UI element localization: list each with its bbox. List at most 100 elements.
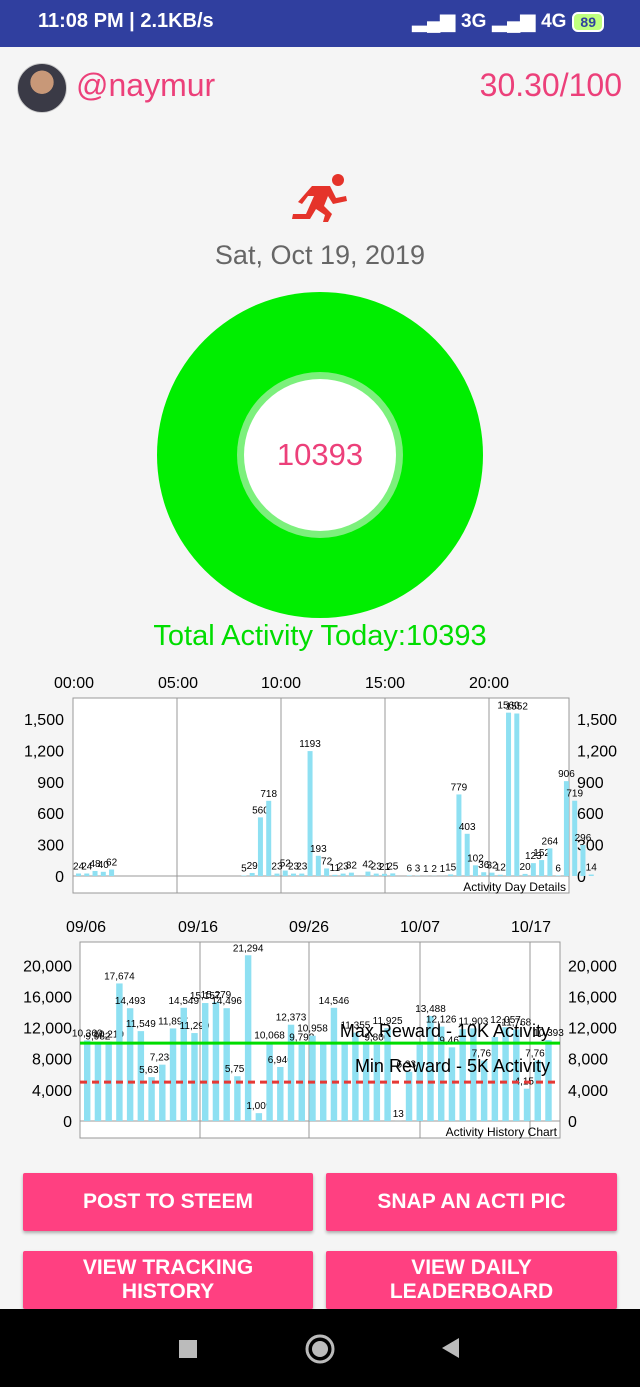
bar xyxy=(580,845,586,876)
bar xyxy=(459,1029,466,1121)
bar-value-label: 14,496 xyxy=(211,996,242,1007)
bar-value-label: 11,549 xyxy=(126,1019,156,1030)
bar xyxy=(506,712,512,876)
bar xyxy=(100,871,106,876)
bar xyxy=(448,874,454,876)
bar xyxy=(489,872,495,876)
bar-value-label: 15,279 xyxy=(201,990,232,1001)
bar-value-label: 23 xyxy=(288,862,300,873)
view-tracking-history-button[interactable]: VIEW TRACKING HISTORY xyxy=(23,1251,313,1309)
bar-value-label: 193 xyxy=(310,844,327,855)
y-tick-label-left: 0 xyxy=(63,1114,72,1131)
x-tick-label: 10:00 xyxy=(261,675,301,692)
bar xyxy=(384,1028,391,1121)
leaderboard-label-2: LEADERBOARD xyxy=(389,1280,554,1303)
leaderboard-label-1: VIEW DAILY xyxy=(411,1256,532,1279)
username[interactable]: @naymur xyxy=(76,67,216,103)
home-circle-icon[interactable] xyxy=(304,1333,336,1365)
status-time: 11:08 PM | 2.1KB/s xyxy=(38,10,214,32)
bar xyxy=(92,870,98,876)
bar-value-label: 12,126 xyxy=(426,1015,457,1026)
bar-value-label: 15,157 xyxy=(190,991,221,1002)
bar xyxy=(522,873,528,876)
bar xyxy=(126,1008,134,1121)
recents-square-icon[interactable] xyxy=(177,1338,199,1360)
bar xyxy=(191,1033,198,1121)
chart-caption: Activity Day Details xyxy=(463,880,566,894)
bar xyxy=(438,1026,445,1121)
status-right: ▂▄▆ 3G ▂▄▆ 4G 89 xyxy=(412,10,604,33)
y-tick-label-left: 300 xyxy=(37,838,64,855)
bar xyxy=(373,1044,381,1121)
bar xyxy=(249,872,255,876)
bar xyxy=(348,872,354,876)
network2-label: 4G xyxy=(541,10,567,32)
bar xyxy=(274,873,280,876)
network-label: 3G xyxy=(461,10,487,32)
bar-value-label: 10,068 xyxy=(254,1031,285,1042)
bar xyxy=(572,800,578,876)
view-daily-leaderboard-button[interactable]: VIEW DAILY LEADERBOARD xyxy=(326,1251,617,1309)
bar-value-label: 5,751 xyxy=(225,1064,250,1075)
bar-value-label: 11,925 xyxy=(373,1016,403,1027)
x-tick-label: 15:00 xyxy=(365,675,405,692)
bar xyxy=(563,781,569,876)
bar-value-label: 11,897 xyxy=(158,1016,188,1027)
bar xyxy=(223,1008,230,1121)
y-tick-label-left: 4,000 xyxy=(32,1083,72,1100)
bar-value-label: 9,800 xyxy=(364,1033,389,1044)
bar xyxy=(169,1028,177,1121)
bar-value-label: 14,546 xyxy=(319,996,350,1007)
bar xyxy=(244,955,252,1121)
y-tick-label-left: 600 xyxy=(37,806,64,823)
y-tick-label-right: 0 xyxy=(568,1114,577,1131)
y-tick-label-right: 16,000 xyxy=(568,989,617,1006)
bar-value-label: 152 xyxy=(533,848,550,859)
bar xyxy=(497,874,503,876)
bar xyxy=(307,751,313,876)
bar xyxy=(406,875,412,876)
bar-value-label: 6 xyxy=(555,863,561,874)
bar-value-label: 62 xyxy=(106,858,118,869)
y-tick-label-right: 8,000 xyxy=(568,1052,608,1069)
post-to-steem-button[interactable]: POST TO STEEM xyxy=(23,1173,313,1231)
runner-icon xyxy=(292,174,347,222)
bar-value-label: 10,219 xyxy=(93,1029,124,1040)
bar-value-label: 718 xyxy=(260,789,277,800)
bar-value-label: 1193 xyxy=(299,739,321,750)
bar-value-label: 17,674 xyxy=(104,971,135,982)
back-triangle-icon[interactable] xyxy=(439,1336,461,1360)
bar-value-label: 403 xyxy=(459,822,476,833)
avatar[interactable] xyxy=(17,63,67,113)
bar-value-label: 12 xyxy=(495,863,507,874)
bar xyxy=(427,1016,434,1121)
bar-value-label: 11,768 xyxy=(501,1017,531,1028)
min-reward-label: Min Reward - 5K Activity xyxy=(355,1056,550,1076)
bar xyxy=(448,1047,456,1121)
x-tick-label: 09/16 xyxy=(178,919,218,936)
bar-value-label: 36 xyxy=(478,860,490,871)
bar xyxy=(159,1064,166,1121)
bar xyxy=(315,855,321,876)
bar-value-label: 6,333 xyxy=(397,1060,422,1071)
bar xyxy=(464,833,470,876)
y-tick-label-left: 900 xyxy=(37,775,64,792)
bar xyxy=(116,983,123,1121)
donut-center: 10393 xyxy=(244,379,396,531)
bar-value-label: 29 xyxy=(247,861,259,872)
bar xyxy=(365,871,371,876)
bar-value-label: 14,493 xyxy=(115,996,146,1007)
bar-value-label: 1,009 xyxy=(246,1101,271,1112)
bar xyxy=(547,848,553,876)
bar-value-label: 1552 xyxy=(506,701,529,712)
bar xyxy=(84,1040,91,1121)
bar xyxy=(309,1035,316,1121)
bar xyxy=(257,817,263,876)
bar-value-label: 14 xyxy=(586,863,598,874)
bar xyxy=(212,1002,220,1121)
tracking-label-2: HISTORY xyxy=(121,1280,215,1303)
snap-acti-pic-button[interactable]: SNAP AN ACTI PIC xyxy=(326,1173,617,1231)
bar-value-label: 40 xyxy=(98,860,110,871)
bar xyxy=(180,1007,187,1121)
bar-value-label: 719 xyxy=(566,789,583,800)
